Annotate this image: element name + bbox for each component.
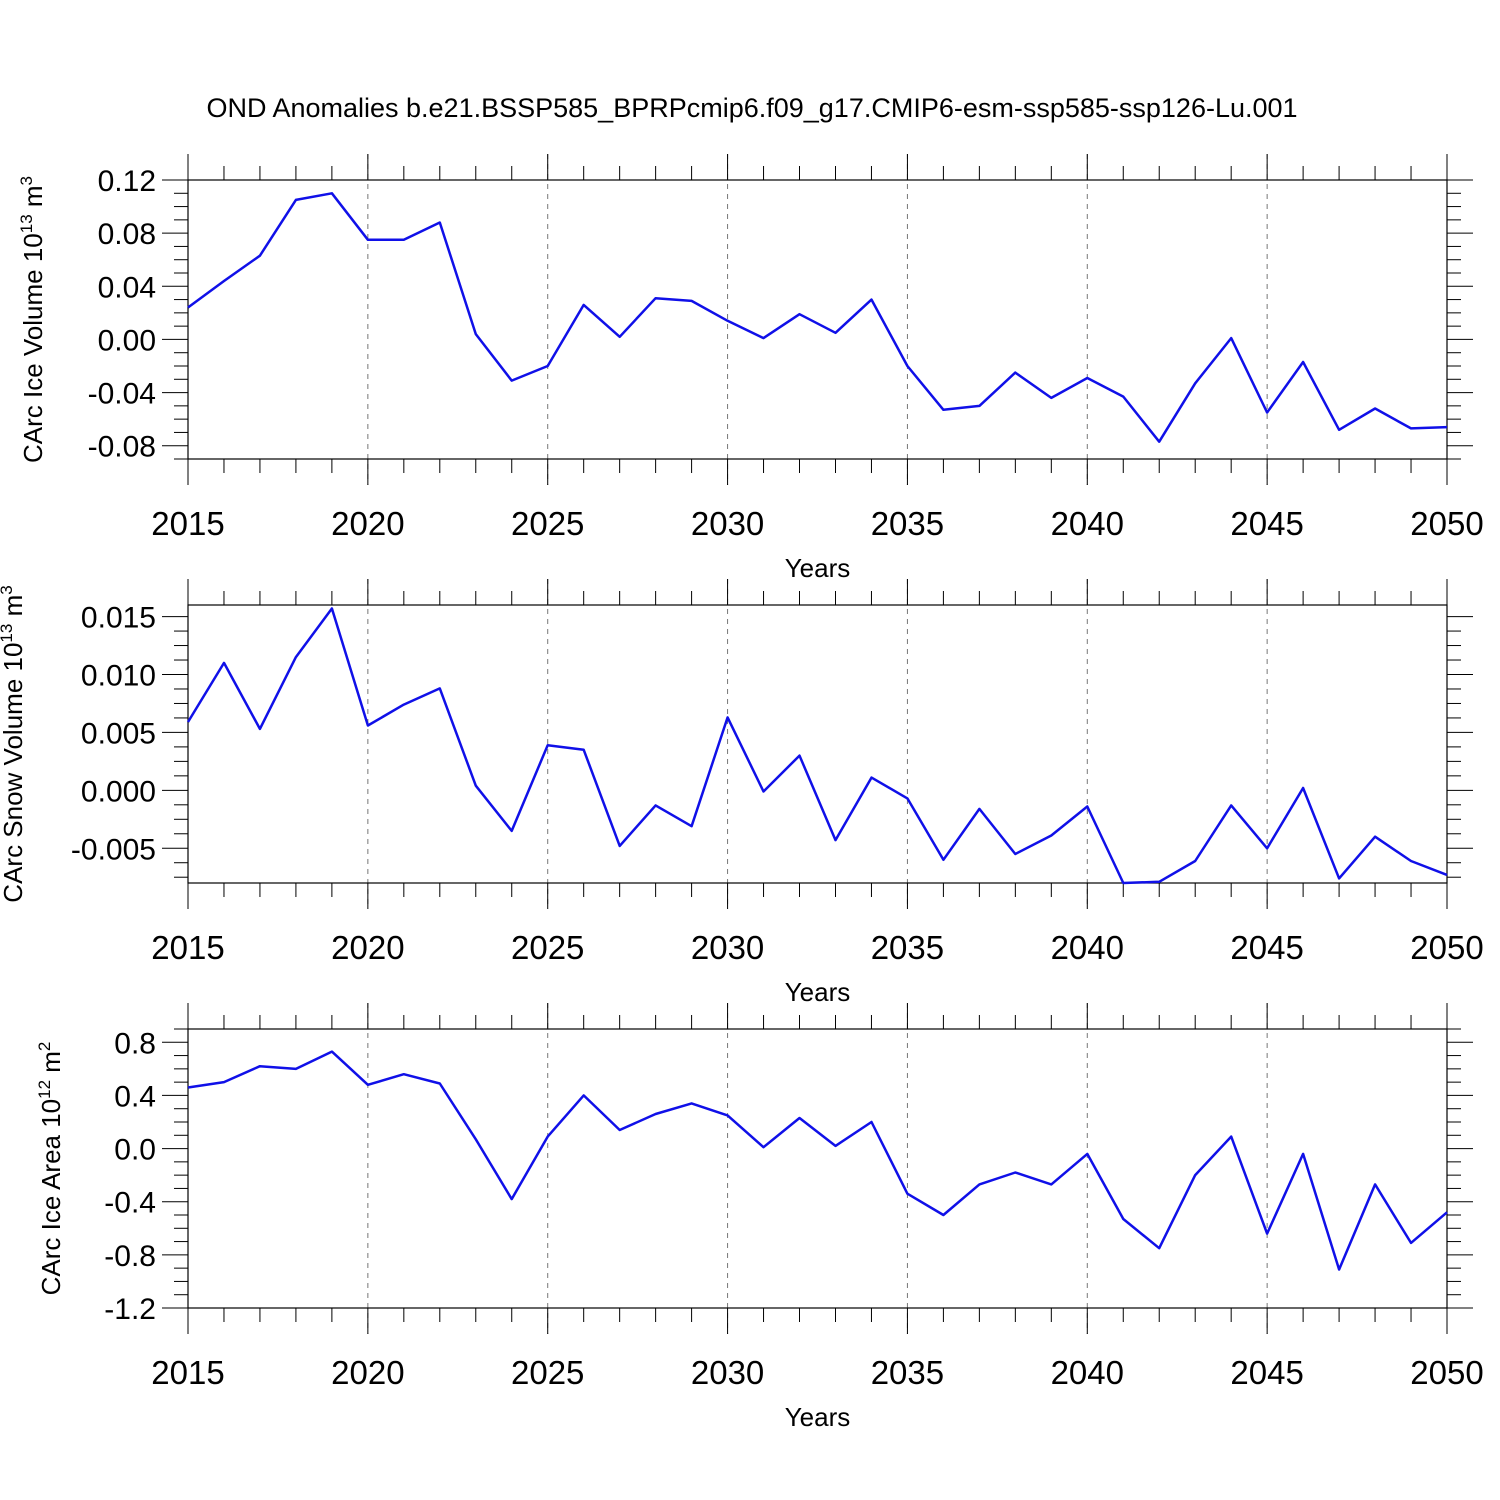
x-tick-label: 2030 (691, 505, 764, 542)
plot-frame (187, 179, 1448, 460)
plot-frame (187, 1028, 1448, 1309)
y-axis-label-ylabel-unit-exp: 3 (0, 585, 16, 594)
x-tick-label: 2015 (151, 505, 224, 542)
y-tick-label: -0.8 (104, 1240, 156, 1273)
y-axis-label-ylabel-exp: 13 (0, 624, 16, 643)
y-tick-label: 0.010 (81, 660, 156, 693)
x-tick-label: 2035 (871, 1354, 944, 1391)
series-line-snow-volume (186, 607, 1448, 885)
y-axis-label: CArc Ice Volume 1013 m3 (17, 176, 48, 463)
x-tick-label: 2045 (1230, 929, 1303, 966)
y-tick-label: 0.0 (114, 1134, 156, 1167)
y-tick-label: 0.00 (98, 324, 156, 357)
x-tick-label: 2030 (691, 929, 764, 966)
x-tick-label: 2040 (1051, 1354, 1124, 1391)
y-axis-label-ylabel-unit: m (18, 185, 48, 214)
y-tick-label: -1.2 (104, 1293, 156, 1326)
y-axis-label-ylabel-unit: m (36, 1051, 66, 1080)
y-axis-label: CArc Ice Area 1012 m2 (35, 1042, 66, 1296)
series-line-ice-area (187, 1050, 1448, 1271)
plot-frame (187, 604, 1448, 884)
x-tick-label: 2040 (1051, 505, 1124, 542)
x-tick-label: 2030 (691, 1354, 764, 1391)
x-tick-label: 2015 (151, 929, 224, 966)
x-tick-label: 2025 (511, 1354, 584, 1391)
x-tick-label: 2015 (151, 1354, 224, 1391)
y-tick-label: 0.04 (98, 271, 156, 304)
y-axis-label-ylabel-main: CArc Ice Volume 10 (18, 233, 48, 463)
y-axis-label-ylabel-main: CArc Snow Volume 10 (0, 643, 28, 903)
y-tick-label: 0.12 (98, 165, 156, 198)
x-tick-label: 2035 (871, 929, 944, 966)
y-axis-label-ylabel-unit-exp: 2 (35, 1042, 54, 1051)
x-tick-label: 2020 (331, 1354, 404, 1391)
y-tick-label: 0.8 (114, 1027, 156, 1060)
y-tick-label: 0.005 (81, 717, 156, 750)
y-tick-label: -0.4 (104, 1187, 156, 1220)
panel-ice-volume: 0.12 0.08 0.04 0.00 -0.04 -0.08 2015 2020 2025 20… (17, 154, 1484, 583)
y-tick-label: 0.000 (81, 775, 156, 808)
x-tick-label: 2020 (331, 929, 404, 966)
panel-snow-volume: 0.015 0.010 0.005 0.000 -0.005 2015 2020 2025 20… (0, 579, 1484, 1007)
y-tick-label: 0.4 (114, 1080, 156, 1113)
x-tick-label: 2045 (1230, 505, 1303, 542)
x-tick-label: 2020 (331, 505, 404, 542)
x-tick-label: 2035 (871, 505, 944, 542)
y-axis-label-ylabel-unit: m (0, 595, 28, 624)
y-axis-label: CArc Snow Volume 1013 m3 (0, 585, 28, 902)
y-axis-label-ylabel-main: CArc Ice Area 10 (36, 1099, 66, 1296)
series-line-ice-volume (187, 192, 1448, 443)
x-axis-label: Years (785, 1402, 851, 1432)
x-axis-label: Years (785, 977, 851, 1007)
x-tick-label: 2050 (1410, 1354, 1483, 1391)
x-tick-label: 2050 (1410, 505, 1483, 542)
figure-title: OND Anomalies b.e21.BSSP585_BPRPcmip6.f0… (206, 93, 1297, 123)
y-tick-label: 0.08 (98, 218, 156, 251)
y-axis-label-ylabel-exp: 12 (35, 1080, 54, 1099)
y-tick-label: -0.04 (88, 378, 156, 411)
x-tick-label: 2050 (1410, 929, 1483, 966)
x-tick-label: 2025 (511, 929, 584, 966)
panel-ice-area: 0.8 0.4 0.0 -0.4 -0.8 -1.2 2015 2020 2025 2030 203… (35, 1003, 1484, 1432)
y-axis-label-ylabel-exp: 13 (17, 214, 36, 233)
x-axis-label: Years (785, 553, 851, 583)
y-axis-label-ylabel-unit-exp: 3 (17, 176, 36, 185)
x-tick-label: 2045 (1230, 1354, 1303, 1391)
x-tick-label: 2040 (1051, 929, 1124, 966)
x-tick-label: 2025 (511, 505, 584, 542)
y-tick-label: -0.005 (71, 833, 156, 866)
y-tick-label: 0.015 (81, 602, 156, 635)
y-tick-label: -0.08 (88, 431, 156, 464)
